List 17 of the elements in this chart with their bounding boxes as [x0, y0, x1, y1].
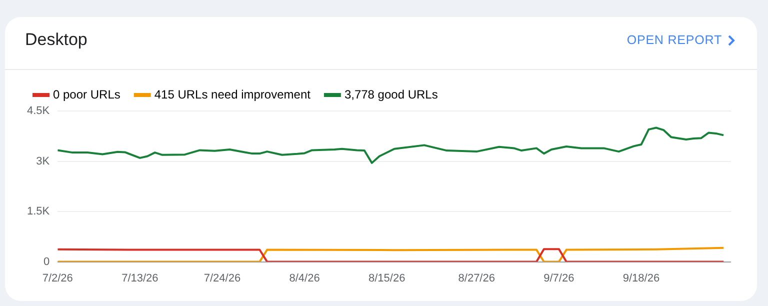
y-tick-label: 0	[44, 256, 50, 268]
x-tick-label: 7/2/26	[42, 272, 73, 284]
y-tick-label: 3K	[36, 155, 50, 168]
legend-label: 0 poor URLs	[53, 87, 120, 102]
legend-label: 415 URLs need improvement	[154, 87, 312, 102]
legend-label: 3,778 good URLs	[344, 87, 438, 102]
x-tick-label: 7/13/26	[122, 272, 158, 284]
y-tick-label: 4.5K	[26, 105, 50, 118]
x-tick-label: 7/24/26	[204, 272, 241, 284]
x-tick-label: 9/7/26	[544, 272, 574, 284]
x-tick-label: 9/18/26	[622, 272, 660, 284]
y-tick-label: 1.5K	[26, 206, 50, 218]
x-tick-label: 8/27/26	[458, 272, 495, 284]
x-tick-label: 8/4/26	[289, 272, 320, 284]
chart-title: Desktop	[25, 30, 88, 50]
text: OPEN REPORT	[626, 33, 722, 47]
x-tick-label: 8/15/26	[368, 272, 406, 284]
